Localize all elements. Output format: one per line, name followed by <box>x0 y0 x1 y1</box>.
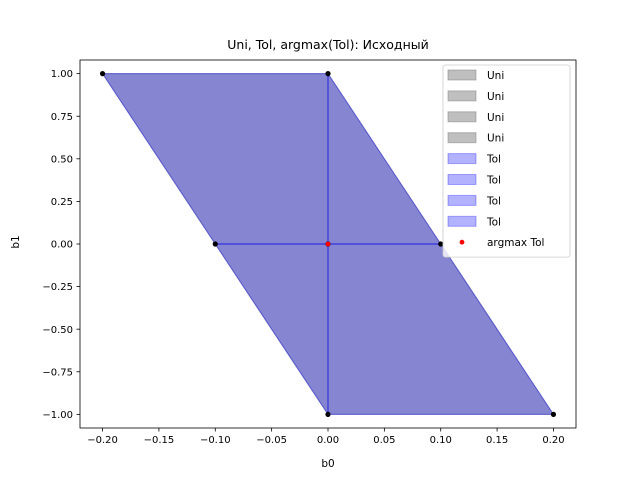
legend-label: Uni <box>487 133 504 145</box>
x-axis-label: b0 <box>321 458 334 470</box>
x-tick-label: −0.20 <box>87 435 118 446</box>
y-tick-label: 0.00 <box>51 240 73 251</box>
chart-title: Uni, Tol, argmax(Tol): Исходный <box>227 37 428 52</box>
legend-swatch-uni <box>447 132 477 144</box>
vertex-point-6 <box>325 411 331 417</box>
x-tick-label: 0.20 <box>542 435 564 446</box>
plot-regions <box>101 71 555 417</box>
y-axis-label: b1 <box>10 235 22 248</box>
legend-swatch-uni <box>447 90 477 102</box>
x-axis: −0.20 −0.15 −0.10 −0.05 0.00 0.05 0.10 0.15 0.20 <box>87 428 565 446</box>
x-tick-label: 0.00 <box>317 435 339 446</box>
y-tick-label: 0.75 <box>51 112 73 123</box>
legend-marker-argmax <box>459 239 465 245</box>
y-axis: −1.00 −0.75 −0.50 −0.25 0.00 0.25 0.50 0.75 1.00 <box>42 69 80 421</box>
vertex-point-7 <box>550 411 557 417</box>
vertex-point-5 <box>438 241 444 247</box>
legend-swatch-uni <box>447 69 477 81</box>
x-tick-label: 0.05 <box>373 435 395 446</box>
vertex-point-2 <box>325 71 331 77</box>
x-tick-label: −0.10 <box>200 435 231 446</box>
legend-label: argmax Tol <box>487 237 544 249</box>
x-tick-label: 0.15 <box>486 435 508 446</box>
argmax-tol-point <box>325 241 331 247</box>
vertex-point-1 <box>99 71 106 77</box>
legend-label: Tol <box>486 216 501 228</box>
legend-swatch-tol <box>447 215 477 227</box>
x-tick-label: −0.05 <box>256 435 287 446</box>
legend-swatch-tol <box>447 194 477 206</box>
y-tick-label: −0.25 <box>42 282 73 293</box>
x-tick-label: 0.10 <box>430 435 452 446</box>
vertex-point-3 <box>212 241 218 247</box>
legend-swatch-uni <box>447 111 477 123</box>
y-tick-label: 0.50 <box>51 154 73 165</box>
legend-swatch-tol <box>447 153 477 165</box>
y-tick-label: 1.00 <box>51 69 73 80</box>
legend-swatch-tol <box>447 174 477 185</box>
x-tick-label: −0.15 <box>144 435 175 446</box>
y-tick-label: −1.00 <box>42 410 73 421</box>
y-tick-label: −0.75 <box>42 367 73 378</box>
legend-label: Tol <box>486 175 501 187</box>
legend-label: Uni <box>487 70 504 82</box>
legend-label: Tol <box>486 195 501 207</box>
legend-label: Uni <box>487 91 504 103</box>
y-tick-label: −0.50 <box>42 325 73 336</box>
y-tick-label: 0.25 <box>51 197 73 208</box>
legend-label: Tol <box>486 154 501 166</box>
legend-label: Uni <box>487 112 504 124</box>
plot-points <box>99 71 557 417</box>
legend: Uni Uni Uni Uni Tol Tol Tol Tol argmax Tol <box>442 64 571 258</box>
